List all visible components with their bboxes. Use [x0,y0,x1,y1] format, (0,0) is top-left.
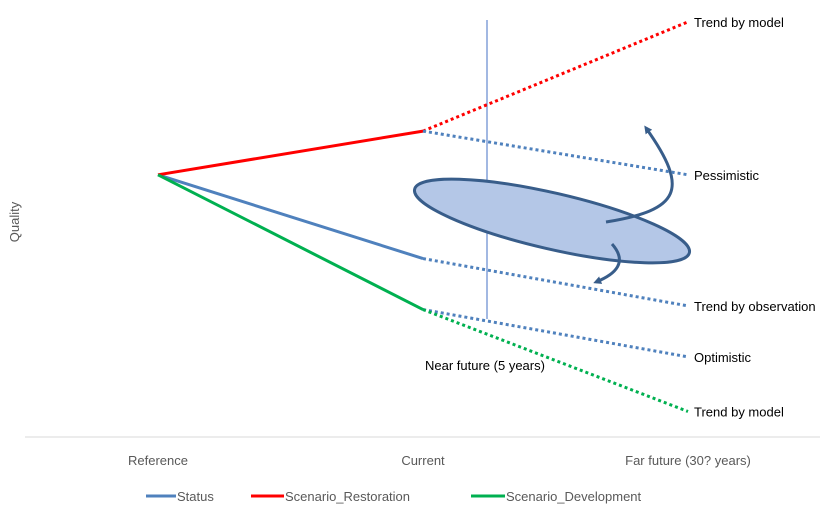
projection-line-1 [422,129,689,177]
arrow-to-pessimistic [605,125,674,224]
x-tick-label-far-future: Far future (30? years) [625,453,751,468]
projection-label-2: Trend by observation [694,299,816,314]
legend: Status Scenario_Restoration Scenario_Dev… [146,489,642,504]
y-axis-title: Quality [7,201,22,242]
observation-uncertainty-ellipse [412,177,692,265]
x-tick-label-current: Current [401,453,445,468]
projection-layer [422,20,689,413]
projection-line-0 [422,20,689,133]
series-line-development [157,173,424,311]
series-line-status [157,173,424,260]
projection-line-4 [422,308,689,413]
projection-label-4: Trend by model [694,405,784,420]
series-line-restoration [157,129,424,177]
legend-label-status: Status [177,489,214,504]
projection-labels: Trend by model Pessimistic Trend by observ… [694,15,816,420]
projection-label-0: Trend by model [694,15,784,30]
arrow-to-optimistic [593,243,621,284]
legend-label-development: Scenario_Development [506,489,642,504]
projection-line-2 [422,257,689,308]
x-tick-label-reference: Reference [128,453,188,468]
projection-label-1: Pessimistic [694,168,760,183]
legend-label-restoration: Scenario_Restoration [285,489,410,504]
projection-line-3 [422,308,689,359]
near-future-label: Near future (5 years) [425,358,545,373]
series-layer [157,129,424,311]
projection-label-3: Optimistic [694,350,752,365]
